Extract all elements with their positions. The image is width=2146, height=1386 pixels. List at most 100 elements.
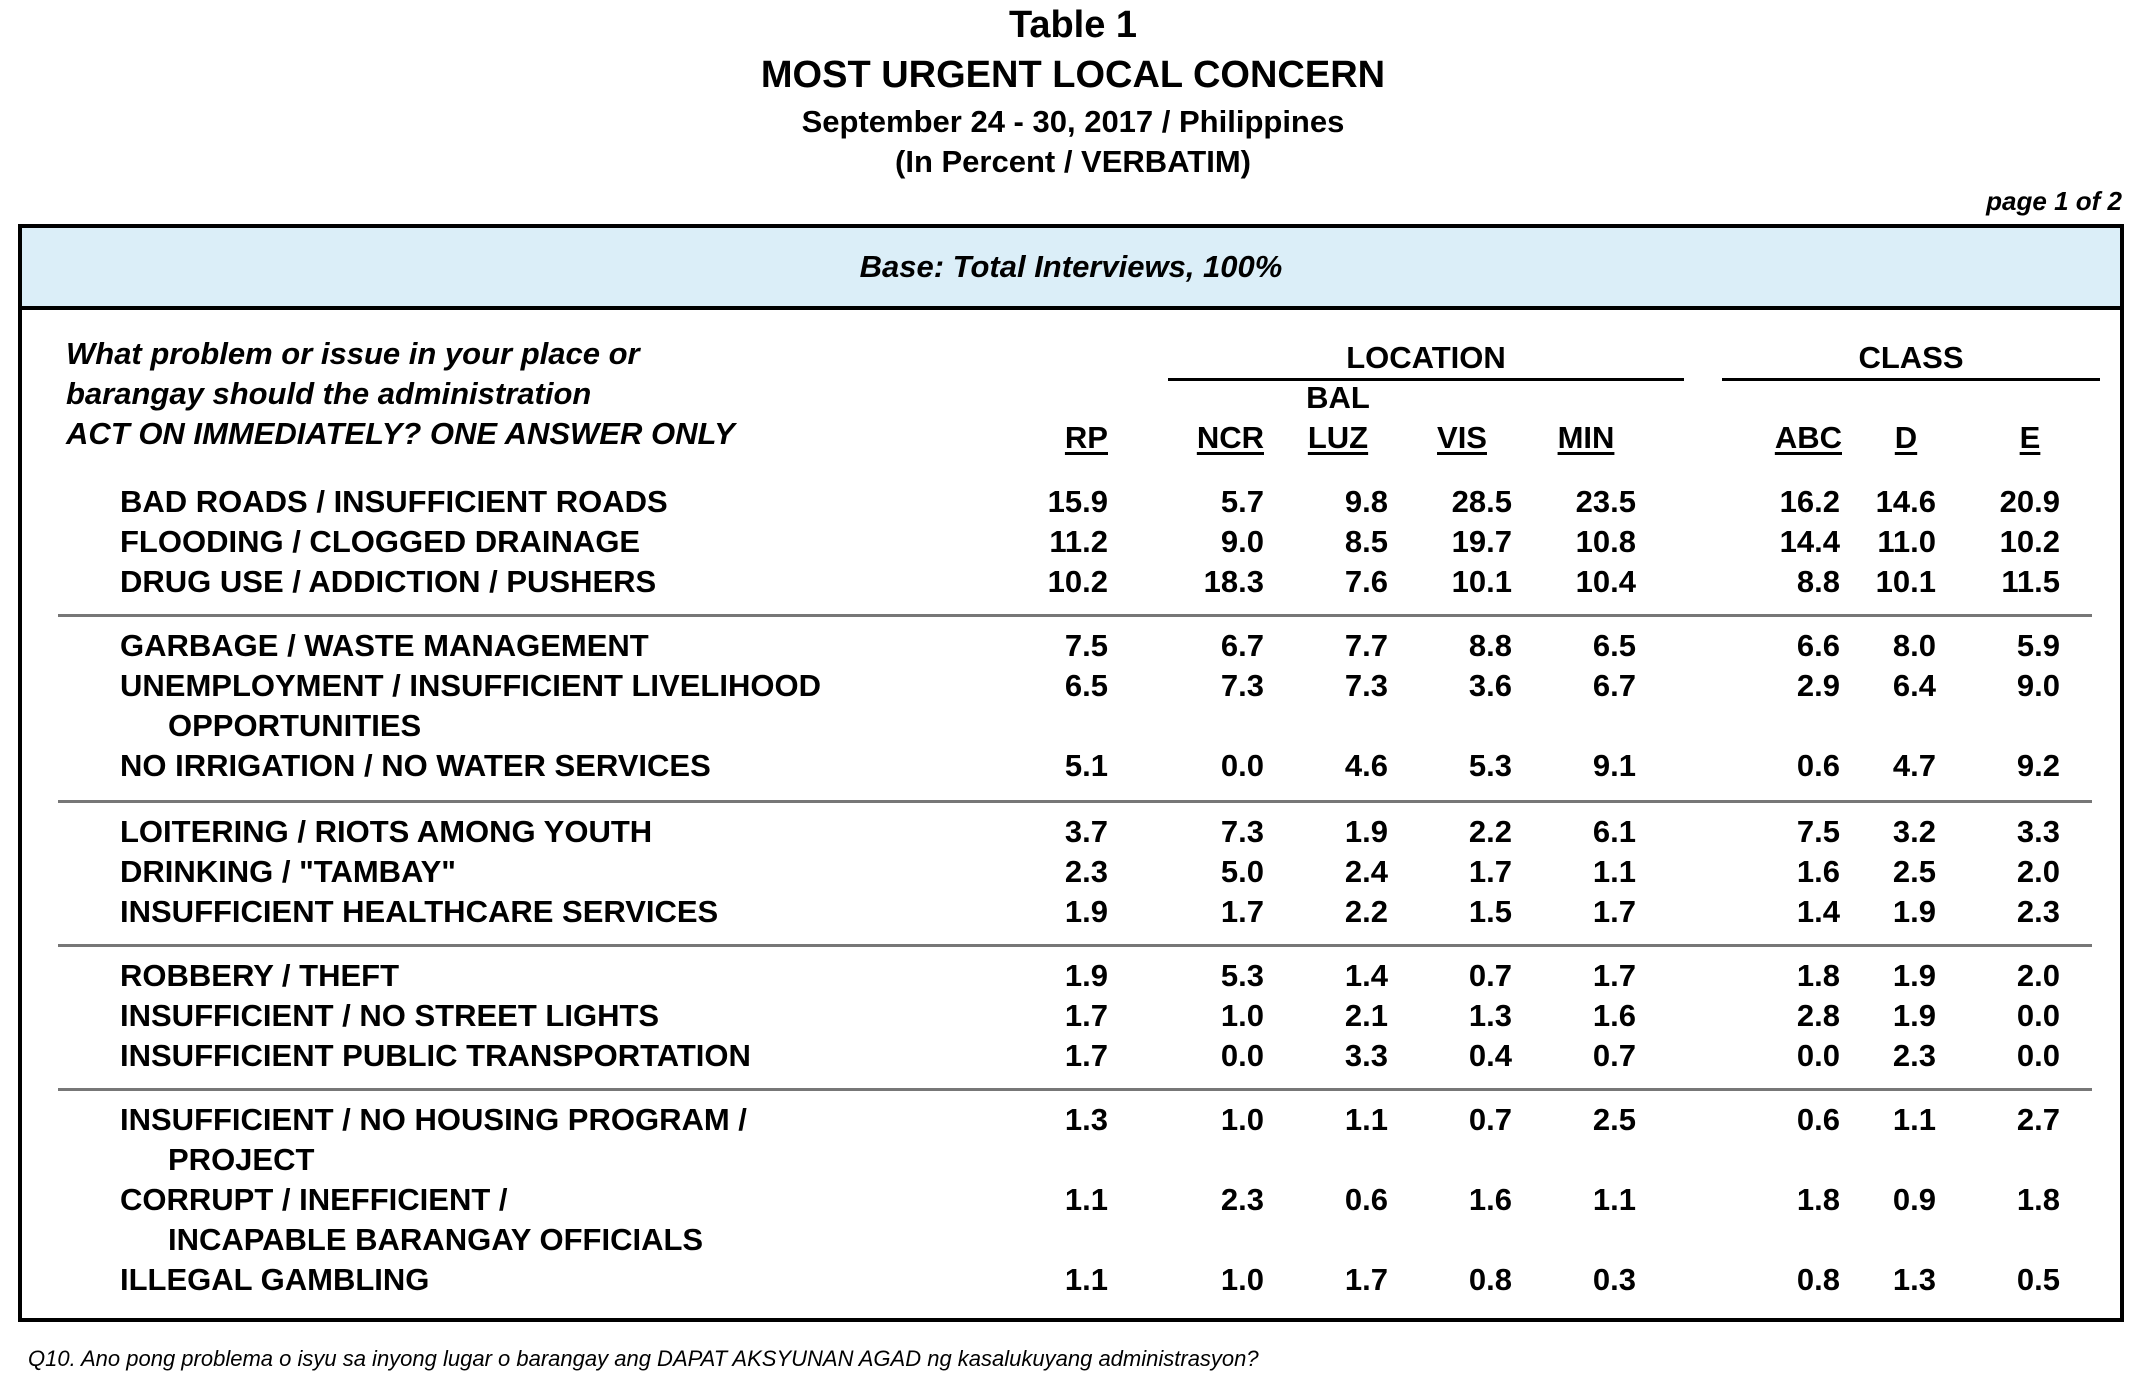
row-value: 0.7 bbox=[1468, 1102, 1512, 1137]
page-indicator: page 1 of 2 bbox=[1986, 186, 2122, 216]
row-value: 6.7 bbox=[1220, 628, 1264, 663]
row-label: BAD ROADS / INSUFFICIENT ROADS bbox=[120, 484, 668, 519]
group-separator bbox=[58, 614, 2092, 617]
row-value: 1.9 bbox=[1892, 894, 1936, 929]
col-header-bal-luz: LUZ bbox=[1307, 420, 1369, 455]
row-label: NO IRRIGATION / NO WATER SERVICES bbox=[120, 748, 711, 783]
row-value: 0.0 bbox=[1796, 1038, 1840, 1073]
row-value: 1.1 bbox=[1892, 1102, 1936, 1137]
row-value: 8.5 bbox=[1344, 524, 1388, 559]
row-value: 5.1 bbox=[1064, 748, 1108, 783]
row-value: 9.8 bbox=[1344, 484, 1388, 519]
row-value: 1.6 bbox=[1468, 1182, 1512, 1217]
row-value: 1.6 bbox=[1592, 998, 1636, 1033]
row-value: 6.5 bbox=[1592, 628, 1636, 663]
row-label: CORRUPT / INEFFICIENT / bbox=[120, 1182, 508, 1217]
row-value: 1.3 bbox=[1468, 998, 1512, 1033]
row-value: 1.1 bbox=[1064, 1262, 1108, 1297]
base-label: Base: Total Interviews, 100% bbox=[22, 228, 2120, 310]
table-date-location: September 24 - 30, 2017 / Philippines bbox=[801, 104, 1345, 139]
row-value: 1.1 bbox=[1592, 1182, 1636, 1217]
row-value: 0.8 bbox=[1796, 1262, 1840, 1297]
row-value: 2.2 bbox=[1344, 894, 1388, 929]
row-value: 7.5 bbox=[1064, 628, 1108, 663]
row-value: 16.2 bbox=[1779, 484, 1840, 519]
row-value: 4.6 bbox=[1344, 748, 1388, 783]
row-value: 2.8 bbox=[1796, 998, 1840, 1033]
row-value: 1.3 bbox=[1892, 1262, 1936, 1297]
row-value: 0.5 bbox=[2016, 1262, 2060, 1297]
row-value: 0.0 bbox=[1220, 748, 1264, 783]
row-label: UNEMPLOYMENT / INSUFFICIENT LIVELIHOOD bbox=[120, 668, 821, 703]
row-value: 1.9 bbox=[1064, 894, 1108, 929]
row-value: 0.7 bbox=[1592, 1038, 1636, 1073]
row-value: 2.0 bbox=[2016, 958, 2060, 993]
row-label: LOITERING / RIOTS AMONG YOUTH bbox=[120, 814, 653, 849]
question-line-3: ACT ON IMMEDIATELY? ONE ANSWER ONLY bbox=[66, 416, 735, 451]
group-separator bbox=[58, 944, 2092, 947]
col-header-min: MIN bbox=[1557, 420, 1615, 455]
row-value: 2.2 bbox=[1468, 814, 1512, 849]
row-value: 10.4 bbox=[1575, 564, 1636, 599]
row-label: DRUG USE / ADDICTION / PUSHERS bbox=[120, 564, 657, 599]
row-value: 1.5 bbox=[1468, 894, 1512, 929]
row-value: 1.4 bbox=[1796, 894, 1840, 929]
row-value: 2.9 bbox=[1796, 668, 1840, 703]
row-value: 2.3 bbox=[1892, 1038, 1936, 1073]
row-value: 9.0 bbox=[1220, 524, 1264, 559]
row-value: 0.6 bbox=[1796, 748, 1840, 783]
row-value: 2.3 bbox=[1220, 1182, 1264, 1217]
row-value: 5.3 bbox=[1220, 958, 1264, 993]
row-value: 0.0 bbox=[2016, 998, 2060, 1033]
row-value: 1.9 bbox=[1064, 958, 1108, 993]
table-unit: (In Percent / VERBATIM) bbox=[895, 144, 1251, 179]
row-value: 23.5 bbox=[1575, 484, 1636, 519]
row-value: 1.7 bbox=[1220, 894, 1264, 929]
row-value: 11.0 bbox=[1877, 524, 1936, 559]
row-value: 10.8 bbox=[1575, 524, 1636, 559]
row-value: 0.8 bbox=[1468, 1262, 1512, 1297]
group-header-location: LOCATION bbox=[1346, 340, 1506, 375]
row-value: 7.3 bbox=[1344, 668, 1388, 703]
row-value: 7.3 bbox=[1220, 668, 1264, 703]
group-underline-location bbox=[1168, 378, 1684, 381]
row-label-continued: PROJECT bbox=[168, 1142, 315, 1177]
group-header-class: CLASS bbox=[1858, 340, 1964, 375]
row-value: 5.0 bbox=[1220, 854, 1264, 889]
row-label: DRINKING / "TAMBAY" bbox=[120, 854, 456, 889]
row-label: INSUFFICIENT PUBLIC TRANSPORTATION bbox=[120, 1038, 751, 1073]
row-value: 18.3 bbox=[1203, 564, 1264, 599]
row-value: 1.9 bbox=[1344, 814, 1388, 849]
question-line-1: What problem or issue in your place or bbox=[66, 336, 640, 371]
row-value: 0.6 bbox=[1344, 1182, 1388, 1217]
row-value: 1.7 bbox=[1592, 958, 1636, 993]
row-value: 10.1 bbox=[1451, 564, 1512, 599]
row-value: 10.2 bbox=[1999, 524, 2060, 559]
table-number: Table 1 bbox=[1008, 4, 1138, 46]
row-label: INSUFFICIENT HEALTHCARE SERVICES bbox=[120, 894, 719, 929]
row-value: 0.9 bbox=[1892, 1182, 1936, 1217]
row-value: 2.5 bbox=[1592, 1102, 1636, 1137]
row-value: 14.4 bbox=[1779, 524, 1840, 559]
row-value: 2.3 bbox=[1064, 854, 1108, 889]
table-frame: Base: Total Interviews, 100% What proble… bbox=[18, 224, 2124, 1322]
row-value: 28.5 bbox=[1451, 484, 1512, 519]
col-header-ncr: NCR bbox=[1196, 420, 1264, 455]
col-header-rp: RP bbox=[1064, 420, 1108, 455]
row-value: 1.8 bbox=[1796, 958, 1840, 993]
group-separator bbox=[58, 1088, 2092, 1091]
col-header-vis: VIS bbox=[1437, 420, 1487, 455]
row-value: 3.2 bbox=[1892, 814, 1936, 849]
row-value: 6.5 bbox=[1064, 668, 1108, 703]
row-value: 0.3 bbox=[1592, 1262, 1636, 1297]
table-title: MOST URGENT LOCAL CONCERN bbox=[760, 54, 1386, 96]
row-value: 7.5 bbox=[1796, 814, 1840, 849]
row-value: 3.6 bbox=[1468, 668, 1512, 703]
row-value: 9.2 bbox=[2016, 748, 2060, 783]
row-value: 6.7 bbox=[1592, 668, 1636, 703]
row-value: 1.7 bbox=[1064, 998, 1108, 1033]
row-value: 11.5 bbox=[2001, 564, 2060, 599]
row-value: 2.3 bbox=[2016, 894, 2060, 929]
row-value: 19.7 bbox=[1451, 524, 1512, 559]
row-value: 3.7 bbox=[1064, 814, 1108, 849]
